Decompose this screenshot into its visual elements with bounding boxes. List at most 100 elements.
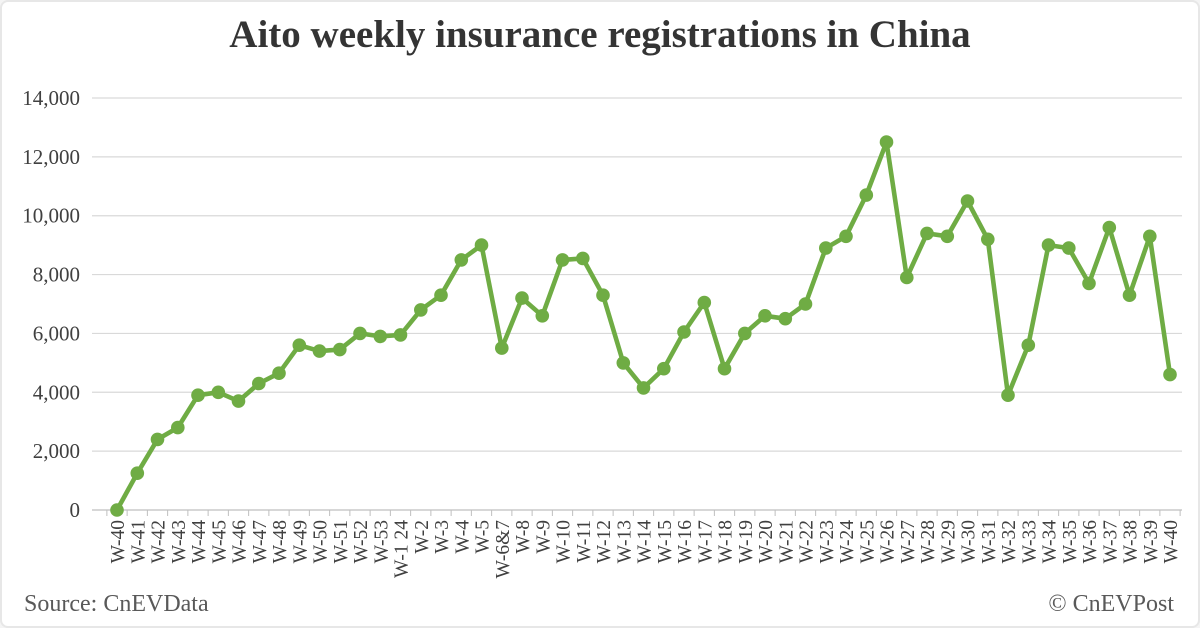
data-point-marker [1102,220,1117,235]
x-axis-label: W-18 [716,520,737,563]
x-axis-label: W-12 [594,520,615,563]
data-point-marker [1122,288,1137,303]
source-credit: Source: CnEVData [24,591,209,617]
y-axis-label: 0 [70,498,81,522]
x-axis-label: W-15 [655,520,676,563]
data-point-marker [697,295,712,310]
x-axis-label: W-31 [979,520,1000,563]
data-point-marker [1001,388,1015,403]
x-axis-label: W-36 [1080,520,1101,564]
x-axis-label: W-28 [918,520,939,563]
chart-title: Aito weekly insurance registrations in C… [229,13,971,56]
data-point-marker [636,381,651,395]
x-axis-label: W-24 [837,520,858,564]
data-point-marker [1021,338,1036,353]
data-point-marker [251,376,266,391]
x-axis-label: W-25 [857,520,878,563]
x-axis-label: W-40 [1161,520,1182,563]
x-axis-label: W-51 [331,520,352,563]
x-axis-label: W-5 [473,520,494,554]
x-axis-label: W-16 [675,520,696,564]
data-point-marker [940,229,955,244]
x-axis-label: W-49 [290,520,311,563]
x-axis-label: W-43 [169,520,190,563]
data-point-marker [515,291,529,305]
data-point-marker [373,329,388,344]
x-axis-label: W-13 [614,520,635,563]
x-axis-label: W-26 [878,520,899,564]
x-axis-label: W-4 [452,520,473,554]
y-axis-label: 14,000 [22,86,80,110]
x-axis-label: W-44 [189,520,210,564]
data-point-marker [758,309,772,323]
x-axis-label: W-11 [574,520,595,563]
data-point-marker [1163,367,1177,382]
data-point-marker [1143,229,1157,244]
x-axis-label: W-30 [959,520,980,563]
x-axis-label: W-9 [533,520,554,554]
x-axis-label: W-32 [999,520,1020,563]
x-axis-label: W-45 [209,520,230,563]
x-axis-label: W-35 [1060,520,1081,563]
x-axis-label: W-21 [776,520,797,563]
data-point-marker [738,326,752,341]
y-axis-label: 10,000 [22,204,80,228]
data-point-marker [393,328,408,342]
data-point-marker [1062,241,1076,255]
x-axis-label: W-17 [695,520,716,564]
x-axis-label: W-23 [817,520,838,563]
x-axis-label: W-46 [230,520,251,564]
data-point-marker [839,229,853,244]
data-point-marker [981,232,995,247]
data-point-marker [535,309,550,323]
x-axis-label: W-48 [270,520,291,563]
x-axis-label: W-38 [1121,520,1142,563]
data-point-marker [920,226,934,241]
data-point-marker [454,253,469,267]
data-point-marker [272,366,286,381]
x-axis-label: W-53 [371,520,392,563]
data-point-marker [414,303,428,317]
x-axis-label: W-29 [938,520,959,563]
x-axis-label: W-1 24 [392,520,413,578]
x-axis-label: W-33 [1019,520,1040,563]
data-point-marker [778,311,793,326]
data-point-marker [677,325,691,339]
data-point-marker [333,342,347,357]
x-axis-label: W-39 [1141,520,1162,563]
data-point-marker [110,503,124,517]
data-point-marker [1082,276,1096,291]
x-axis-label: W-2 [412,520,433,554]
x-axis-label: W-20 [756,520,777,563]
data-point-marker [819,241,833,255]
watermark: © CnEVPost [1048,591,1174,617]
data-point-marker [576,251,590,266]
x-axis-label: W-14 [635,520,656,564]
y-axis-label: 4,000 [33,380,80,404]
x-axis-label: W-6&7 [493,520,514,579]
data-point-marker [616,356,631,370]
data-point-marker [130,466,145,481]
x-axis-label: W-41 [128,520,149,563]
y-axis-label: 12,000 [22,145,80,169]
data-point-marker [353,326,367,341]
x-axis-label: W-22 [797,520,818,563]
data-point-marker [191,388,205,403]
trend-line [114,139,1173,513]
data-point-marker [657,361,671,376]
data-point-marker [879,135,894,149]
data-point-marker [474,238,489,252]
data-point-marker [960,194,975,208]
x-axis-label: W-40 [108,520,129,563]
x-axis-label: W-27 [898,520,919,564]
data-point-marker [171,420,185,435]
x-axis-label: W-34 [1040,520,1061,564]
x-axis-label: W-37 [1100,520,1121,564]
x-axis-label: W-52 [351,520,372,563]
data-point-marker [312,344,327,358]
x-axis-label: W-42 [149,520,170,563]
data-point-marker [150,432,165,447]
data-point-marker [434,288,448,303]
x-axis-label: W-19 [736,520,757,563]
